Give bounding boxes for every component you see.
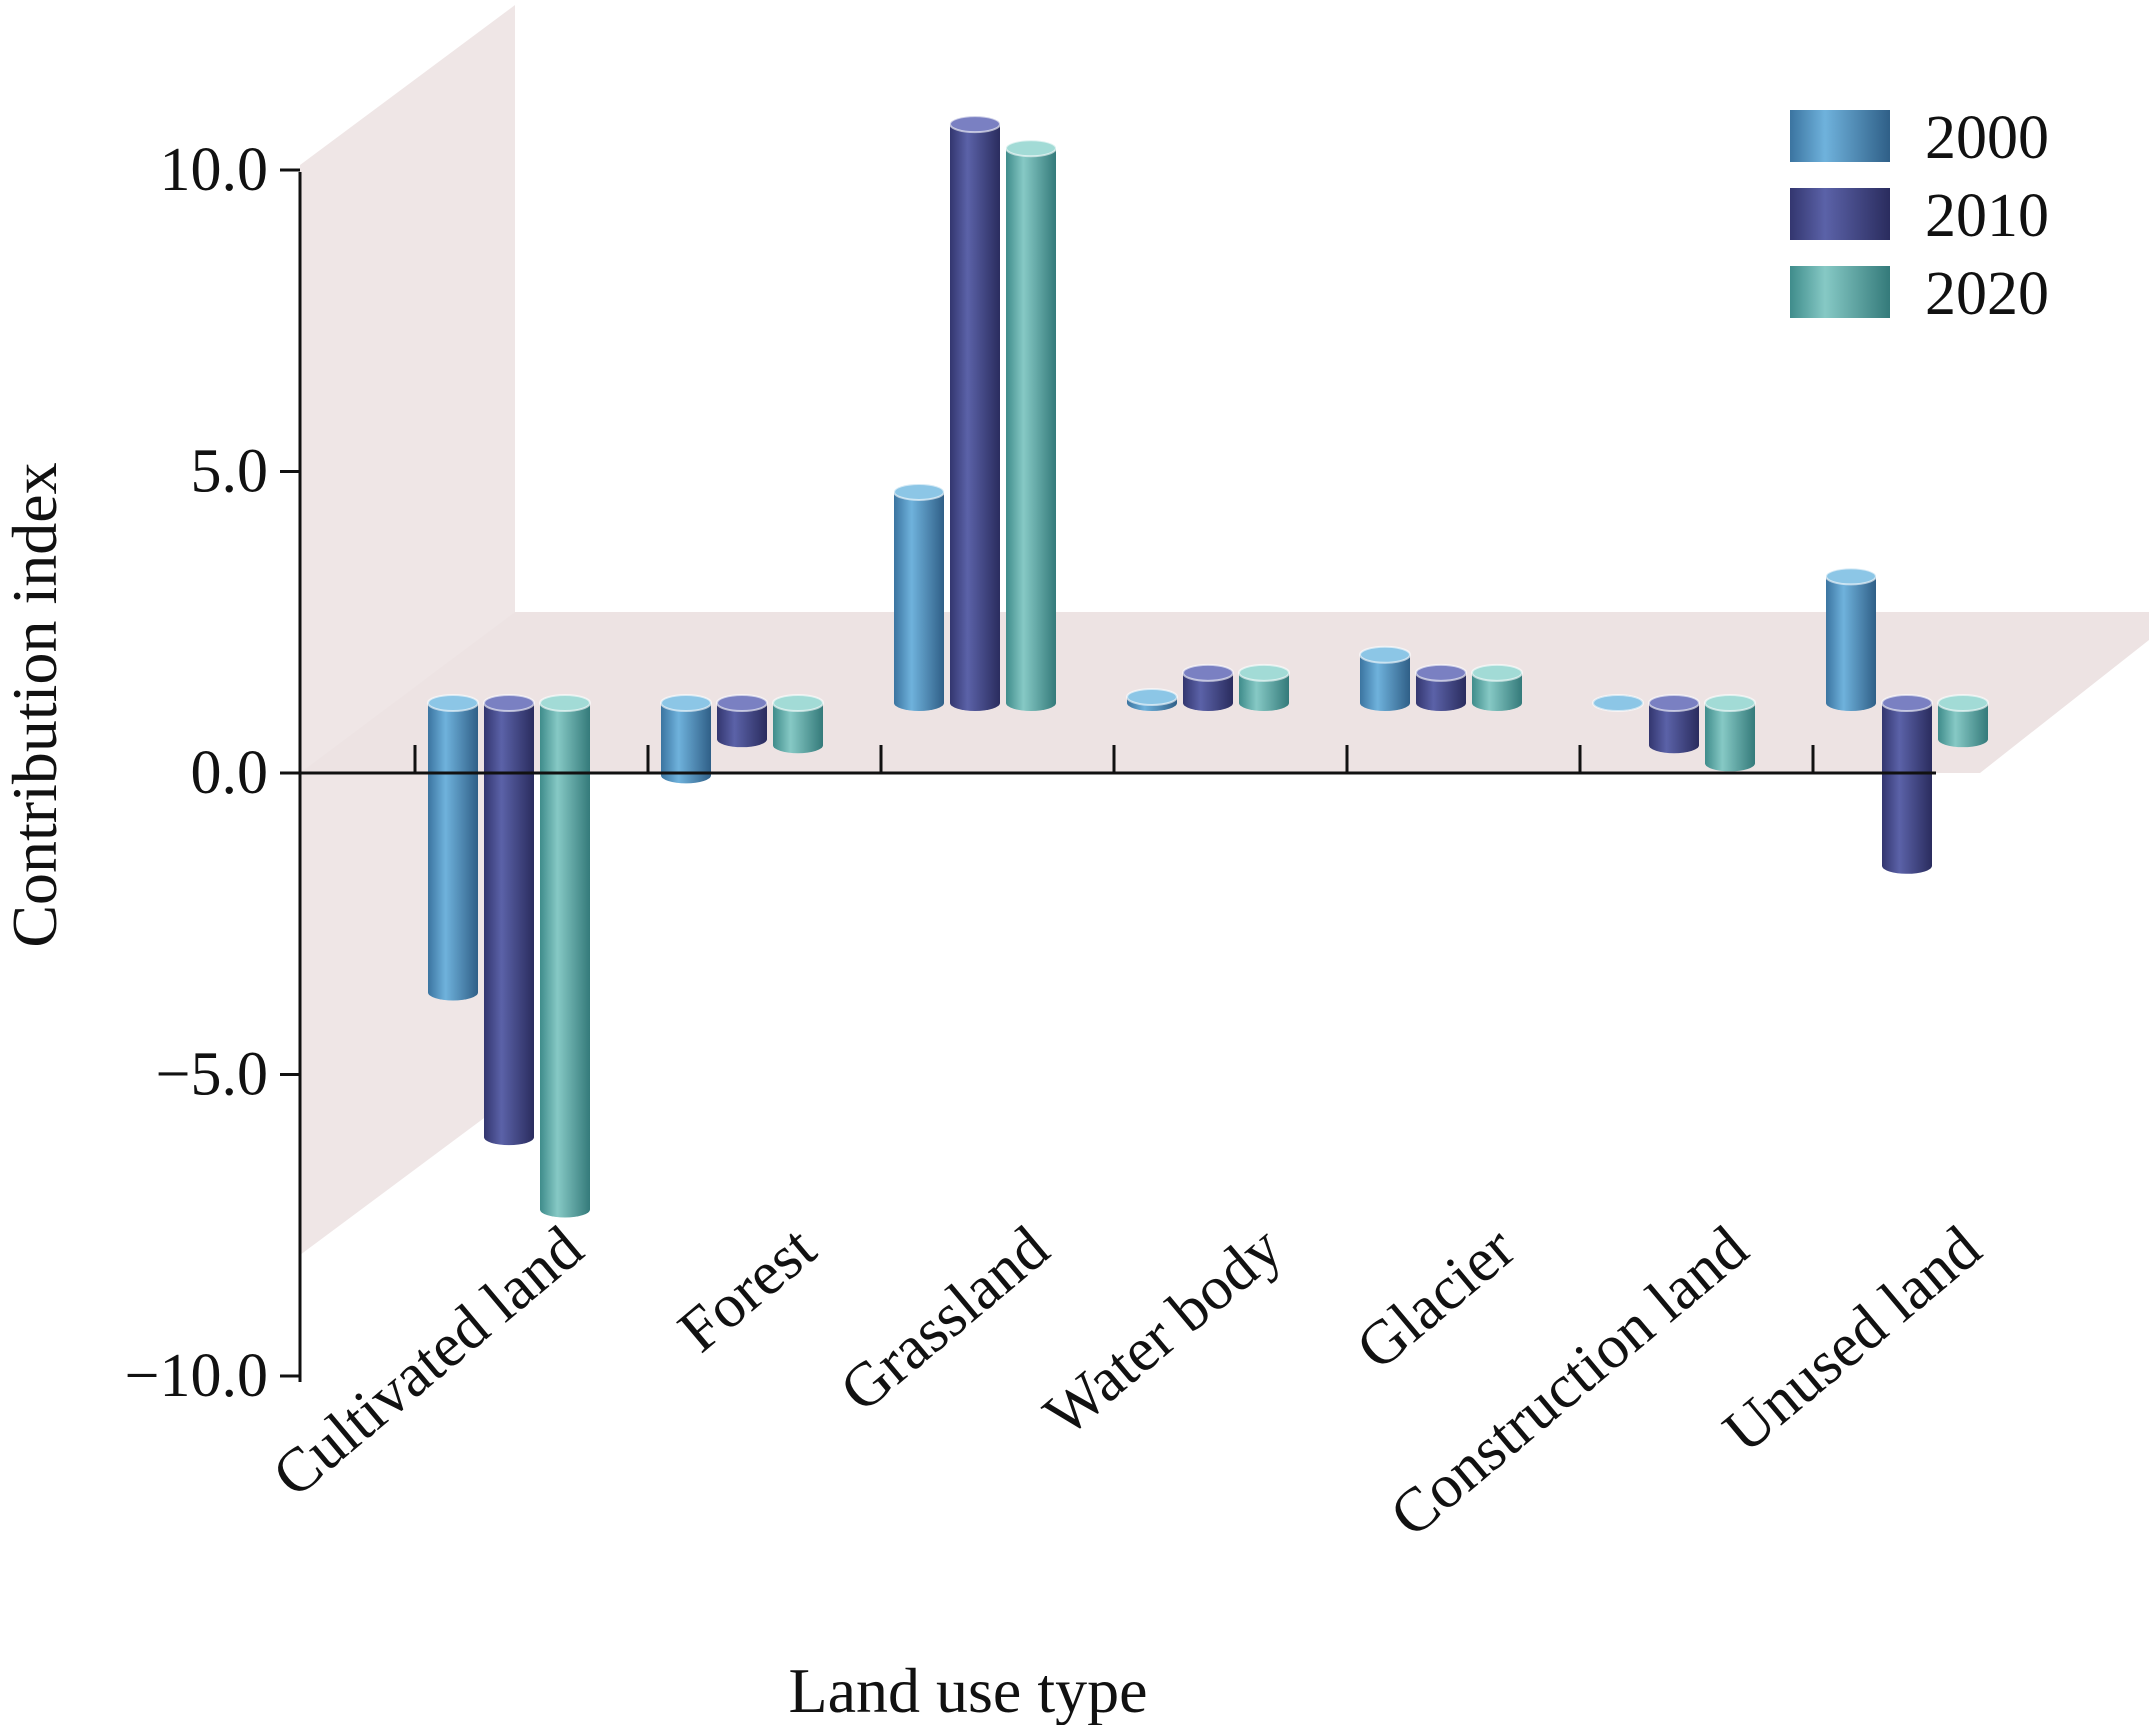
bar-bottom-cap [1006,695,1056,711]
y-axis-title: Contribution index [0,462,70,947]
bar-bottom-cap [540,1201,590,1218]
legend: 2000 2010 2020 [1790,104,2049,328]
bar [1126,687,1178,711]
bar [1471,663,1523,711]
bar-bottom-cap [950,695,1000,711]
bar-top-cap [716,694,768,712]
bar-body [1882,703,1932,866]
bar-bottom-cap [661,767,711,784]
bar [1825,567,1877,711]
bar-top-cap [1359,645,1411,664]
legend-swatch [1790,188,1890,240]
legend-swatch [1790,110,1890,162]
x-category-label: Water body [1032,1214,1295,1450]
y-tick-label: −10.0 [125,1342,268,1410]
bar-bottom-cap [1826,695,1876,711]
bar-top-cap [1005,139,1057,158]
bar-bottom-cap [1183,695,1233,711]
bar-body [1006,148,1056,704]
y-ticks: 10.0 5.0 0.0 −5.0 −10.0 [125,136,300,1410]
x-category-label: Unused land [1711,1214,1993,1466]
bar [1005,139,1057,711]
bar-body [661,703,711,776]
x-category-label: Forest [666,1214,828,1366]
bar [1592,694,1644,712]
bar-top-cap [1182,663,1234,682]
y-tick-label: 10.0 [160,136,269,204]
bar-body [1826,576,1876,703]
bar-top-cap [1825,567,1877,586]
bar-top-cap [1126,687,1178,706]
bar [1415,663,1467,711]
bar-body [1705,703,1755,764]
back-wall [300,5,515,1255]
bar [1359,645,1411,711]
bar-top-cap [772,694,824,712]
bar-bottom-cap [484,1129,534,1146]
bar [1648,694,1700,754]
bar-top-cap [893,482,945,501]
x-category-label: Grassland [828,1214,1062,1425]
bar-bottom-cap [773,737,823,754]
bar-bottom-cap [1649,737,1699,754]
bar-bottom-cap [428,984,478,1001]
y-tick-label: 5.0 [191,438,269,506]
bar-bottom-cap [1416,695,1466,711]
bar-top-cap [1471,663,1523,682]
legend-swatch [1790,266,1890,318]
bar [1937,694,1989,748]
x-category-label: Cultivated land [260,1214,595,1511]
bar-top-cap [1238,663,1290,682]
x-axis-title: Land use type [789,1655,1148,1725]
bar-body [428,703,478,993]
bar-body [950,124,1000,704]
bars-layer [427,115,1989,1218]
bar-top-cap [1592,694,1644,712]
bar-bottom-cap [1239,695,1289,711]
bar [1182,663,1234,711]
bar-bottom-cap [1360,695,1410,711]
legend-label: 2000 [1925,104,2049,172]
bar-top-cap [1881,694,1933,712]
bar-top-cap [949,115,1001,134]
bar-body [540,703,590,1210]
bar-top-cap [660,694,712,712]
bar [772,694,824,754]
bar-top-cap [427,694,479,712]
legend-label: 2020 [1925,260,2049,328]
bar-bottom-cap [1705,755,1755,772]
bar-body [894,491,944,703]
bar-body [484,703,534,1138]
bar [949,115,1001,711]
y-tick-label: −5.0 [156,1041,268,1109]
bar [1238,663,1290,711]
bar-top-cap [1648,694,1700,712]
bar [483,694,535,1146]
bar-bottom-cap [1882,857,1932,874]
bar-bottom-cap [894,695,944,711]
bar-top-cap [1415,663,1467,682]
bar-top-cap [1704,694,1756,712]
x-category-label: Glacier [1344,1213,1528,1383]
bar [1704,694,1756,772]
bar [539,694,591,1218]
bar [716,694,768,748]
legend-label: 2010 [1925,182,2049,250]
bar-top-cap [1937,694,1989,712]
bar-top-cap [483,694,535,712]
bar [893,482,945,711]
bar [1881,694,1933,874]
bar-bottom-cap [1472,695,1522,711]
bar [427,694,479,1001]
bar [660,694,712,784]
bar-bottom-cap [1938,731,1988,748]
bar-bottom-cap [717,731,767,748]
bar-top-cap [539,694,591,712]
y-tick-label: 0.0 [191,739,269,807]
